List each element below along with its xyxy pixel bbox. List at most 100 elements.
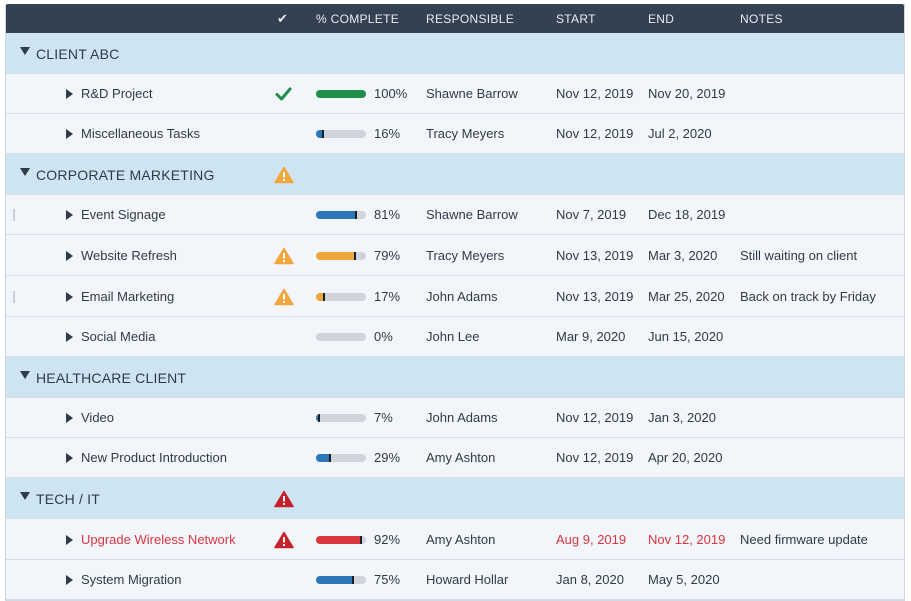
- collapse-caret-icon[interactable]: [20, 47, 30, 55]
- start-date[interactable]: Jan 8, 2020: [556, 572, 624, 587]
- progress-percent[interactable]: 16%: [374, 126, 401, 141]
- task-row[interactable]: Social Media 0% John Lee Mar 9, 2020 Jun 15,…: [6, 317, 904, 357]
- collapse-caret-icon[interactable]: [20, 371, 30, 379]
- alert-icon[interactable]: [274, 531, 294, 552]
- responsible-person[interactable]: John Lee: [426, 329, 480, 344]
- responsible-person[interactable]: Tracy Meyers: [426, 248, 505, 263]
- expand-caret-icon[interactable]: [66, 210, 73, 220]
- task-name[interactable]: Email Marketing: [81, 289, 175, 304]
- start-date[interactable]: Nov 12, 2019: [556, 410, 634, 425]
- progress-percent[interactable]: 92%: [374, 532, 401, 547]
- column-percent-complete[interactable]: % COMPLETE: [316, 12, 400, 26]
- check-column-icon[interactable]: ✔: [277, 11, 289, 26]
- start-date[interactable]: Nov 12, 2019: [556, 450, 634, 465]
- progress-fill: [316, 576, 354, 584]
- task-name[interactable]: Miscellaneous Tasks: [81, 126, 200, 141]
- progress-percent[interactable]: 81%: [374, 207, 401, 222]
- responsible-person[interactable]: Howard Hollar: [426, 572, 509, 587]
- task-row[interactable]: Upgrade Wireless Network 92% Amy Ashton Aug…: [6, 519, 904, 560]
- progress-bar: [316, 414, 366, 422]
- column-start[interactable]: START: [556, 12, 596, 26]
- collapse-caret-icon[interactable]: [20, 492, 30, 500]
- end-date[interactable]: Nov 12, 2019: [648, 532, 726, 547]
- end-date[interactable]: Jun 15, 2020: [648, 329, 724, 344]
- task-name[interactable]: Upgrade Wireless Network: [81, 532, 236, 547]
- group-row[interactable]: CORPORATE MARKETING: [6, 154, 904, 195]
- column-end[interactable]: END: [648, 12, 675, 26]
- group-row[interactable]: CLIENT ABC: [6, 33, 904, 74]
- group-row[interactable]: TECH / IT: [6, 478, 904, 519]
- progress-bar: [316, 454, 366, 462]
- end-date[interactable]: Dec 18, 2019: [648, 207, 726, 222]
- start-date[interactable]: Nov 7, 2019: [556, 207, 627, 222]
- progress-percent[interactable]: 17%: [374, 289, 401, 304]
- row-drag-handle[interactable]: [13, 291, 15, 303]
- expand-caret-icon[interactable]: [66, 575, 73, 585]
- task-name[interactable]: Social Media: [81, 329, 156, 344]
- task-row[interactable]: New Product Introduction 29% Amy Ashton Nov…: [6, 438, 904, 478]
- task-row[interactable]: Video 7% John Adams Nov 12, 2019 Jan 3, 2020: [6, 398, 904, 438]
- checkmark-icon[interactable]: [274, 85, 294, 106]
- progress-percent[interactable]: 100%: [374, 86, 408, 101]
- task-row[interactable]: R&D Project 100% Shawne Barrow Nov 12, 2019…: [6, 74, 904, 114]
- start-date[interactable]: Nov 12, 2019: [556, 86, 634, 101]
- progress-fill: [316, 414, 320, 422]
- responsible-person[interactable]: Amy Ashton: [426, 532, 496, 547]
- group-row[interactable]: HEALTHCARE CLIENT: [6, 357, 904, 398]
- progress-percent[interactable]: 75%: [374, 572, 401, 587]
- progress-bar: [316, 333, 366, 341]
- expand-caret-icon[interactable]: [66, 292, 73, 302]
- task-name[interactable]: System Migration: [81, 572, 182, 587]
- responsible-person[interactable]: John Adams: [426, 410, 498, 425]
- responsible-person[interactable]: Shawne Barrow: [426, 86, 518, 101]
- expand-caret-icon[interactable]: [66, 89, 73, 99]
- task-name[interactable]: Video: [81, 410, 115, 425]
- task-row[interactable]: Event Signage 81% Shawne Barrow Nov 7, 2019…: [6, 195, 904, 235]
- expand-caret-icon[interactable]: [66, 535, 73, 545]
- start-date[interactable]: Nov 13, 2019: [556, 289, 634, 304]
- responsible-person[interactable]: Tracy Meyers: [426, 126, 505, 141]
- start-date[interactable]: Mar 9, 2020: [556, 329, 626, 344]
- progress-percent[interactable]: 7%: [374, 410, 393, 425]
- task-name[interactable]: Event Signage: [81, 207, 166, 222]
- warning-icon[interactable]: [274, 166, 294, 187]
- column-notes[interactable]: NOTES: [740, 12, 783, 26]
- alert-icon[interactable]: [274, 490, 294, 511]
- task-row[interactable]: Miscellaneous Tasks 16% Tracy Meyers Nov 12…: [6, 114, 904, 154]
- task-row[interactable]: System Migration 75% Howard Hollar Jan 8, 2…: [6, 560, 904, 600]
- expand-caret-icon[interactable]: [66, 129, 73, 139]
- progress-percent[interactable]: 79%: [374, 248, 401, 263]
- task-name[interactable]: Website Refresh: [81, 248, 177, 263]
- end-date[interactable]: Apr 20, 2020: [648, 450, 723, 465]
- end-date[interactable]: Mar 3, 2020: [648, 248, 718, 263]
- collapse-caret-icon[interactable]: [20, 168, 30, 176]
- warning-icon[interactable]: [274, 247, 294, 268]
- start-date[interactable]: Aug 9, 2019: [556, 532, 627, 547]
- responsible-person[interactable]: Amy Ashton: [426, 450, 496, 465]
- task-row[interactable]: Website Refresh 79% Tracy Meyers Nov 13, 20…: [6, 235, 904, 276]
- end-date[interactable]: Nov 20, 2019: [648, 86, 726, 101]
- end-date[interactable]: May 5, 2020: [648, 572, 720, 587]
- task-notes[interactable]: Back on track by Friday: [740, 289, 876, 304]
- end-date[interactable]: Jul 2, 2020: [648, 126, 712, 141]
- task-row[interactable]: Email Marketing 17% John Adams Nov 13, 2019…: [6, 276, 904, 317]
- expand-caret-icon[interactable]: [66, 332, 73, 342]
- task-notes[interactable]: Still waiting on client: [740, 248, 858, 263]
- progress-percent[interactable]: 0%: [374, 329, 393, 344]
- task-notes[interactable]: Need firmware update: [740, 532, 868, 547]
- responsible-person[interactable]: Shawne Barrow: [426, 207, 518, 222]
- task-name[interactable]: R&D Project: [81, 86, 153, 101]
- task-name[interactable]: New Product Introduction: [81, 450, 227, 465]
- warning-icon[interactable]: [274, 288, 294, 309]
- column-responsible[interactable]: RESPONSIBLE: [426, 12, 514, 26]
- expand-caret-icon[interactable]: [66, 251, 73, 261]
- start-date[interactable]: Nov 12, 2019: [556, 126, 634, 141]
- expand-caret-icon[interactable]: [66, 413, 73, 423]
- start-date[interactable]: Nov 13, 2019: [556, 248, 634, 263]
- end-date[interactable]: Mar 25, 2020: [648, 289, 725, 304]
- end-date[interactable]: Jan 3, 2020: [648, 410, 716, 425]
- row-drag-handle[interactable]: [13, 209, 15, 221]
- progress-percent[interactable]: 29%: [374, 450, 401, 465]
- responsible-person[interactable]: John Adams: [426, 289, 498, 304]
- expand-caret-icon[interactable]: [66, 453, 73, 463]
